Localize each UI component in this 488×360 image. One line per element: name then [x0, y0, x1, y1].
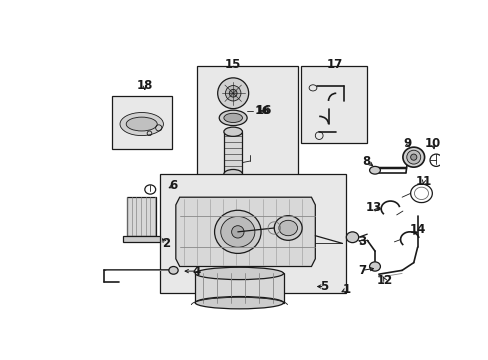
- Text: 5: 5: [320, 280, 328, 293]
- Bar: [301, 66, 366, 143]
- Text: 10: 10: [424, 137, 440, 150]
- Text: 15: 15: [224, 58, 240, 71]
- Text: 13: 13: [366, 201, 382, 214]
- Text: 2: 2: [162, 237, 169, 250]
- Bar: [196, 66, 297, 186]
- Ellipse shape: [120, 112, 163, 136]
- Ellipse shape: [224, 113, 242, 122]
- Ellipse shape: [229, 89, 237, 97]
- Ellipse shape: [126, 117, 157, 131]
- Ellipse shape: [224, 170, 242, 179]
- Text: 6: 6: [169, 179, 177, 192]
- Text: 16: 16: [255, 104, 272, 117]
- Ellipse shape: [217, 78, 248, 109]
- Text: 9: 9: [403, 137, 411, 150]
- Text: 14: 14: [408, 223, 425, 236]
- Polygon shape: [176, 197, 315, 266]
- Ellipse shape: [224, 127, 242, 136]
- Ellipse shape: [402, 147, 424, 167]
- Ellipse shape: [278, 220, 297, 236]
- Bar: [111, 95, 172, 149]
- Ellipse shape: [195, 297, 283, 309]
- Text: 3: 3: [357, 235, 365, 248]
- Text: 12: 12: [376, 274, 392, 287]
- Ellipse shape: [274, 216, 302, 240]
- Ellipse shape: [225, 86, 241, 101]
- Text: 17: 17: [326, 58, 342, 71]
- Polygon shape: [127, 197, 156, 236]
- Polygon shape: [123, 236, 160, 242]
- Text: 7: 7: [357, 264, 365, 277]
- Text: 8: 8: [362, 154, 370, 167]
- Text: 11: 11: [415, 175, 431, 188]
- Text: 4: 4: [192, 265, 201, 278]
- Bar: [160, 174, 346, 293]
- Ellipse shape: [220, 216, 254, 247]
- Ellipse shape: [214, 210, 261, 253]
- Ellipse shape: [369, 262, 380, 271]
- Ellipse shape: [346, 232, 358, 243]
- Ellipse shape: [195, 267, 283, 280]
- Bar: [195, 274, 284, 303]
- Ellipse shape: [406, 150, 420, 164]
- Ellipse shape: [410, 154, 416, 160]
- Text: 16: 16: [254, 106, 270, 116]
- Ellipse shape: [168, 266, 178, 274]
- Text: 1: 1: [342, 283, 350, 296]
- Bar: [224, 132, 242, 174]
- Ellipse shape: [219, 110, 246, 126]
- Text: 18: 18: [136, 79, 153, 92]
- Ellipse shape: [369, 166, 380, 174]
- Ellipse shape: [231, 226, 244, 238]
